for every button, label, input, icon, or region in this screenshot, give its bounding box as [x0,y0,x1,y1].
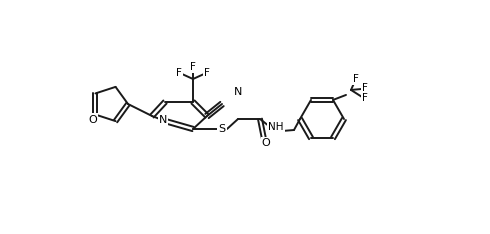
Text: F: F [190,62,196,72]
Text: F: F [362,93,368,103]
Text: F: F [353,74,359,84]
Text: S: S [219,124,225,134]
Text: F: F [204,68,210,78]
Text: N: N [159,115,167,125]
Text: F: F [176,68,182,78]
Text: NH: NH [268,122,284,132]
Text: F: F [362,83,368,93]
Text: N: N [234,87,242,97]
Text: O: O [262,138,270,148]
Text: O: O [88,115,97,124]
